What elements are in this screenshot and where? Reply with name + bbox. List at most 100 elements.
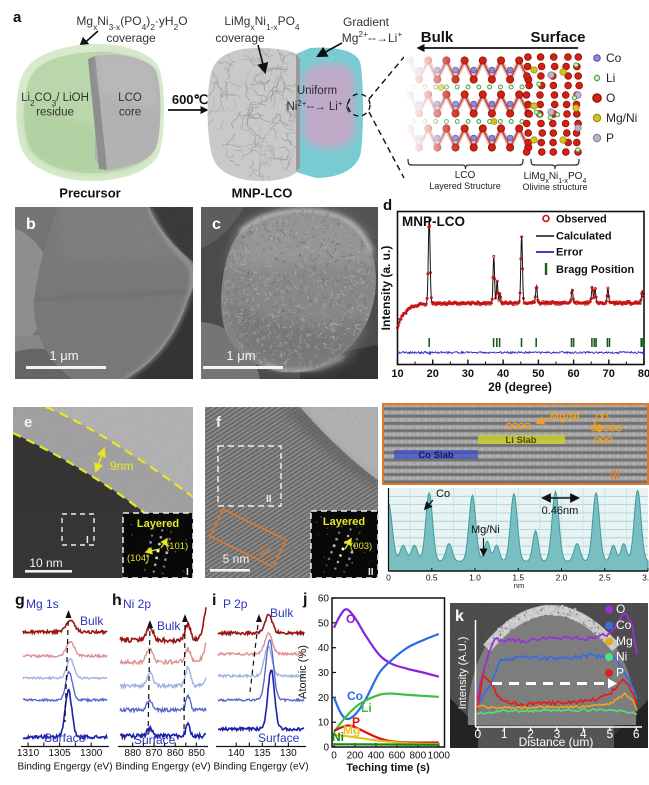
svg-text:Bulk: Bulk <box>421 29 454 46</box>
svg-text:0: 0 <box>474 727 481 741</box>
svg-text:Ni 2p: Ni 2p <box>123 597 151 611</box>
svg-text:Mg2+--→Li+: Mg2+--→Li+ <box>342 29 403 45</box>
svg-text:(104): (104) <box>127 553 149 564</box>
svg-text:II: II <box>368 567 374 578</box>
svg-text:Binding Engergy (eV): Binding Engergy (eV) <box>17 761 112 772</box>
svg-text:10: 10 <box>318 718 330 729</box>
svg-text:III: III <box>610 468 620 482</box>
svg-text:Layered Structure: Layered Structure <box>429 181 501 191</box>
svg-text:h: h <box>112 592 122 609</box>
svg-text:0.5: 0.5 <box>426 573 438 583</box>
svg-text:Ni: Ni <box>616 650 627 664</box>
svg-text:Surface: Surface <box>258 731 300 745</box>
svg-text:MNP-LCO: MNP-LCO <box>232 186 293 201</box>
svg-text:30: 30 <box>318 668 330 679</box>
svg-text:MgxNi3-x(PO4)2·yH2O: MgxNi3-x(PO4)2·yH2O <box>76 14 187 32</box>
svg-text:core: core <box>119 107 141 119</box>
svg-text:g: g <box>15 592 25 609</box>
svg-text:Bulk: Bulk <box>157 619 181 633</box>
svg-text:Co: Co <box>436 488 450 500</box>
svg-text:Co: Co <box>616 618 632 632</box>
svg-text:LCO: LCO <box>118 92 142 104</box>
svg-text:9nm: 9nm <box>110 459 133 473</box>
svg-text:80: 80 <box>638 368 649 380</box>
svg-text:1305: 1305 <box>49 748 72 759</box>
svg-text:k: k <box>455 608 464 625</box>
svg-text:Mg/Ni: Mg/Ni <box>471 524 500 536</box>
svg-text:Mg 1s: Mg 1s <box>26 597 59 611</box>
svg-text:140: 140 <box>228 748 245 759</box>
svg-text:600℃: 600℃ <box>172 92 208 107</box>
svg-text:0.46nm: 0.46nm <box>542 505 579 517</box>
svg-text:1: 1 <box>501 727 508 741</box>
svg-text:b: b <box>26 216 36 233</box>
svg-text:135: 135 <box>254 748 271 759</box>
svg-text:400: 400 <box>368 751 385 762</box>
svg-text:1 μm: 1 μm <box>49 348 78 363</box>
svg-text:i: i <box>212 592 216 609</box>
svg-text:Gradient: Gradient <box>343 15 390 29</box>
svg-text:Intensity (A.U.): Intensity (A.U.) <box>457 637 469 710</box>
svg-text:60: 60 <box>318 594 330 605</box>
svg-text:800: 800 <box>409 751 426 762</box>
svg-text:50: 50 <box>532 368 544 380</box>
svg-text:LiMgxNi1-xPO4: LiMgxNi1-xPO4 <box>224 14 300 32</box>
svg-text:5: 5 <box>606 727 613 741</box>
svg-text:Layered: Layered <box>323 516 365 528</box>
svg-text:1.5: 1.5 <box>512 573 524 583</box>
svg-text:2.5: 2.5 <box>599 573 611 583</box>
svg-text:Binding Engergy (eV): Binding Engergy (eV) <box>213 761 308 772</box>
svg-text:Surface: Surface <box>44 731 86 745</box>
svg-text:P: P <box>352 715 360 729</box>
svg-text:20: 20 <box>427 368 439 380</box>
svg-text:40: 40 <box>318 643 330 654</box>
svg-text:O: O <box>606 91 615 105</box>
svg-text:Distance (um): Distance (um) <box>519 735 594 749</box>
svg-text:e: e <box>24 414 32 431</box>
svg-text:Intensity (a. u.): Intensity (a. u.) <box>379 246 393 331</box>
svg-text:Observed: Observed <box>556 214 607 226</box>
svg-text:5 nm: 5 nm <box>223 552 250 566</box>
svg-text:60: 60 <box>567 368 579 380</box>
svg-text:Li2CO3/ LiOH: Li2CO3/ LiOH <box>21 92 89 108</box>
svg-text:Mg/Ni: Mg/Ni <box>606 111 637 125</box>
svg-text:Mg/Ni: Mg/Ni <box>550 411 580 423</box>
svg-text:Calculated: Calculated <box>556 231 612 243</box>
svg-text:Li: Li <box>606 71 615 85</box>
svg-text:10 nm: 10 nm <box>29 556 62 570</box>
svg-text:f: f <box>216 414 222 431</box>
svg-text:I: I <box>86 535 89 546</box>
svg-text:residue: residue <box>36 107 74 119</box>
svg-text:(003): (003) <box>350 541 372 552</box>
svg-text:Mg: Mg <box>343 723 360 737</box>
svg-text:P: P <box>616 666 624 680</box>
svg-text:20: 20 <box>318 693 330 704</box>
svg-text:Uniform: Uniform <box>297 85 337 97</box>
svg-text:nm: nm <box>514 581 524 590</box>
svg-text:2.0: 2.0 <box>556 573 568 583</box>
svg-text:1 μm: 1 μm <box>226 348 255 363</box>
svg-text:4: 4 <box>580 727 587 741</box>
svg-text:Teching time (s): Teching time (s) <box>346 762 430 774</box>
svg-text:Surface: Surface <box>134 733 176 747</box>
svg-text:Surface: Surface <box>530 29 585 46</box>
svg-text:(101): (101) <box>166 541 188 552</box>
svg-text:600: 600 <box>389 751 406 762</box>
svg-text:Bulk: Bulk <box>270 606 294 620</box>
svg-text:2θ (degree): 2θ (degree) <box>488 380 552 394</box>
svg-text:Li: Li <box>361 701 372 715</box>
svg-text:130: 130 <box>280 748 297 759</box>
svg-text:870: 870 <box>146 748 163 759</box>
svg-text:0: 0 <box>386 573 391 583</box>
svg-text:3: 3 <box>554 727 561 741</box>
svg-text:d: d <box>383 197 392 214</box>
svg-text:Co Slab: Co Slab <box>418 450 454 461</box>
svg-text:Binding Engergy (eV): Binding Engergy (eV) <box>115 761 210 772</box>
svg-text:40: 40 <box>497 368 509 380</box>
svg-text:2: 2 <box>527 727 534 741</box>
svg-text:50: 50 <box>318 618 330 629</box>
svg-text:10: 10 <box>391 368 403 380</box>
svg-text:MNP-LCO: MNP-LCO <box>402 214 465 229</box>
svg-text:880: 880 <box>124 748 141 759</box>
svg-text:Li Slab: Li Slab <box>505 435 536 446</box>
